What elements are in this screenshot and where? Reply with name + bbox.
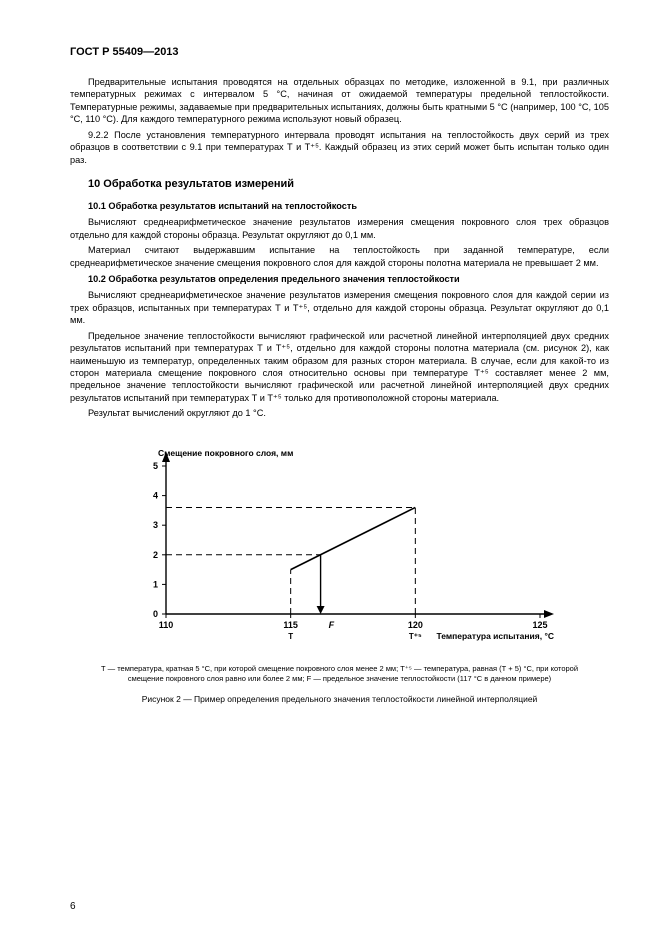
figure-caption: Рисунок 2 — Пример определения предельно… <box>70 694 609 704</box>
svg-text:125: 125 <box>532 620 547 630</box>
paragraph: 9.2.2 После установления температурного … <box>70 129 609 166</box>
svg-text:Т: Т <box>288 632 293 641</box>
paragraph: Предельное значение теплостойкости вычис… <box>70 330 609 405</box>
document-id: ГОСТ Р 55409—2013 <box>70 46 609 58</box>
svg-text:2: 2 <box>152 550 157 560</box>
svg-text:115: 115 <box>283 620 298 630</box>
paragraph: Вычисляют среднеарифметическое значение … <box>70 289 609 326</box>
paragraph: Предварительные испытания проводятся на … <box>70 76 609 126</box>
svg-text:1: 1 <box>152 579 157 589</box>
subsection-heading-10-1: 10.1 Обработка результатов испытаний на … <box>70 200 609 212</box>
svg-text:120: 120 <box>407 620 422 630</box>
page-number: 6 <box>70 901 76 912</box>
svg-text:Т⁺⁵: Т⁺⁵ <box>408 632 421 641</box>
svg-text:Смещение покровного слоя, мм: Смещение покровного слоя, мм <box>158 448 293 458</box>
paragraph: Материал считают выдержавшим испытание н… <box>70 244 609 269</box>
interpolation-chart: Смещение покровного слоя, мм 0 1 2 3 4 5 110 115… <box>120 438 560 658</box>
svg-text:3: 3 <box>152 520 157 530</box>
svg-text:4: 4 <box>152 490 157 500</box>
svg-text:110: 110 <box>158 620 173 630</box>
paragraph: Вычисляют среднеарифметическое значение … <box>70 216 609 241</box>
svg-text:Температура испытания, °С: Температура испытания, °С <box>436 631 554 641</box>
chart-container: Смещение покровного слоя, мм 0 1 2 3 4 5 110 115… <box>70 438 609 658</box>
page: ГОСТ Р 55409—2013 Предварительные испыта… <box>0 0 661 936</box>
subsection-heading-10-2: 10.2 Обработка результатов определения п… <box>70 273 609 285</box>
svg-text:5: 5 <box>152 461 157 471</box>
svg-text:0: 0 <box>152 609 157 619</box>
paragraph: Результат вычислений округляют до 1 °С. <box>70 407 609 419</box>
section-heading-10: 10 Обработка результатов измерений <box>88 178 609 190</box>
svg-text:F: F <box>328 620 334 630</box>
chart-legend-caption: Т — температура, кратная 5 °С, при котор… <box>90 664 589 684</box>
